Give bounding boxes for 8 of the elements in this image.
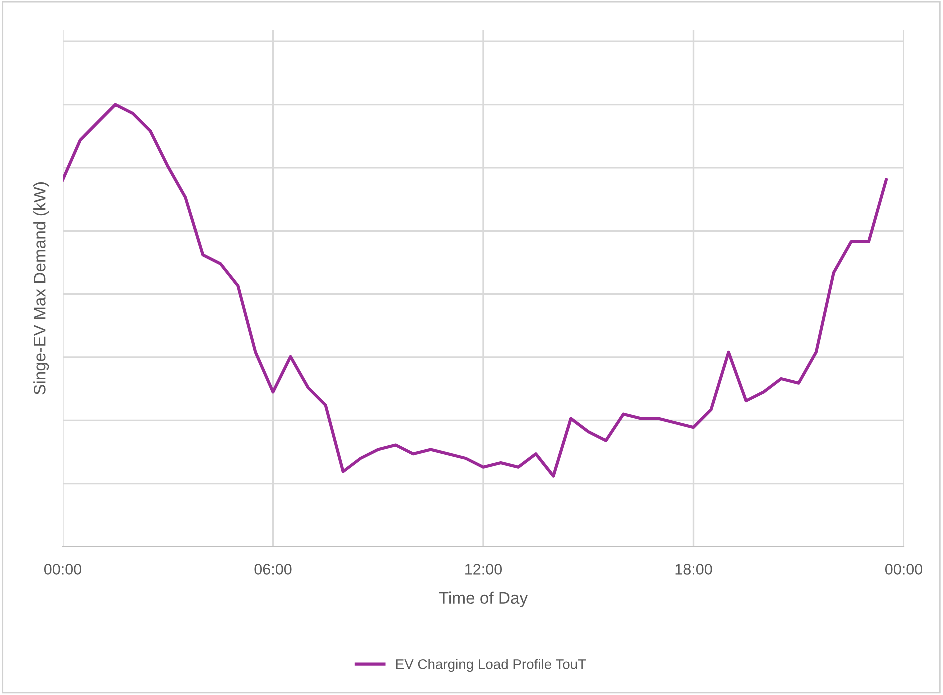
legend-label: EV Charging Load Profile TouT bbox=[396, 659, 586, 672]
x-tick-label: 12:00 bbox=[466, 564, 502, 575]
x-axis-title: Time of Day bbox=[439, 592, 528, 608]
x-tick-label: 00:00 bbox=[44, 564, 82, 575]
y-axis-title: Singe-EV Max Demand (kW) bbox=[34, 182, 50, 395]
x-tick-label: 18:00 bbox=[676, 564, 712, 575]
x-tick-label: 00:00 bbox=[885, 564, 923, 575]
x-tick-label: 06:00 bbox=[254, 564, 292, 575]
